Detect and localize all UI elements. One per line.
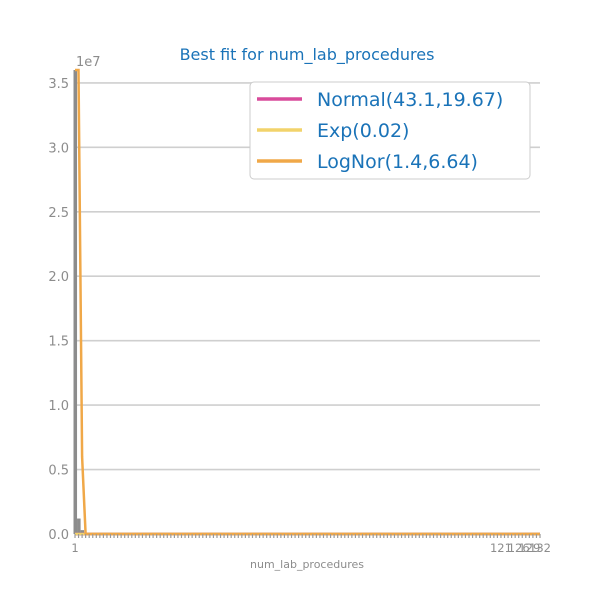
legend-label-normal: Normal(43.1,19.67) — [317, 89, 503, 111]
histogram — [73, 70, 85, 534]
legend: Normal(43.1,19.67) Exp(0.02) LogNor(1.4,… — [249, 81, 531, 180]
fit-line-2 — [75, 68, 540, 536]
legend-box — [249, 81, 531, 180]
x-tick-label-4: 132 — [529, 541, 551, 555]
y-tick-label-7: 3.5 — [48, 77, 69, 92]
y-tick-label-0: 0.0 — [48, 528, 69, 543]
y-tick-label-2: 1.0 — [48, 399, 69, 414]
y-scale-label: 1e7 — [76, 55, 101, 70]
x-tick-label-2: 126 — [508, 541, 530, 555]
y-tick-label-5: 2.5 — [48, 206, 69, 221]
legend-label-lognormal: LogNor(1.4,6.64) — [317, 151, 478, 173]
x-tick-label-3: 129 — [518, 541, 540, 555]
histogram-bar-2 — [80, 530, 85, 534]
x-tick-label-1: 121 — [490, 541, 512, 555]
legend-label-exp: Exp(0.02) — [317, 120, 409, 142]
histogram-bar-1 — [77, 518, 81, 534]
y-tick-label-3: 1.5 — [48, 335, 69, 350]
x-axis-label: num_lab_procedures — [250, 558, 364, 571]
y-tick-label-4: 2.0 — [48, 270, 69, 285]
x-tick-label-0: 1 — [71, 541, 78, 555]
y-tick-label-1: 0.5 — [48, 464, 69, 479]
chart-title: Best fit for num_lab_procedures — [180, 45, 435, 65]
y-ticks: 0.0 0.5 1.0 1.5 2.0 2.5 3.0 3.5 — [48, 77, 69, 543]
histogram-bar-0 — [73, 70, 78, 534]
y-tick-label-6: 3.0 — [48, 141, 69, 156]
